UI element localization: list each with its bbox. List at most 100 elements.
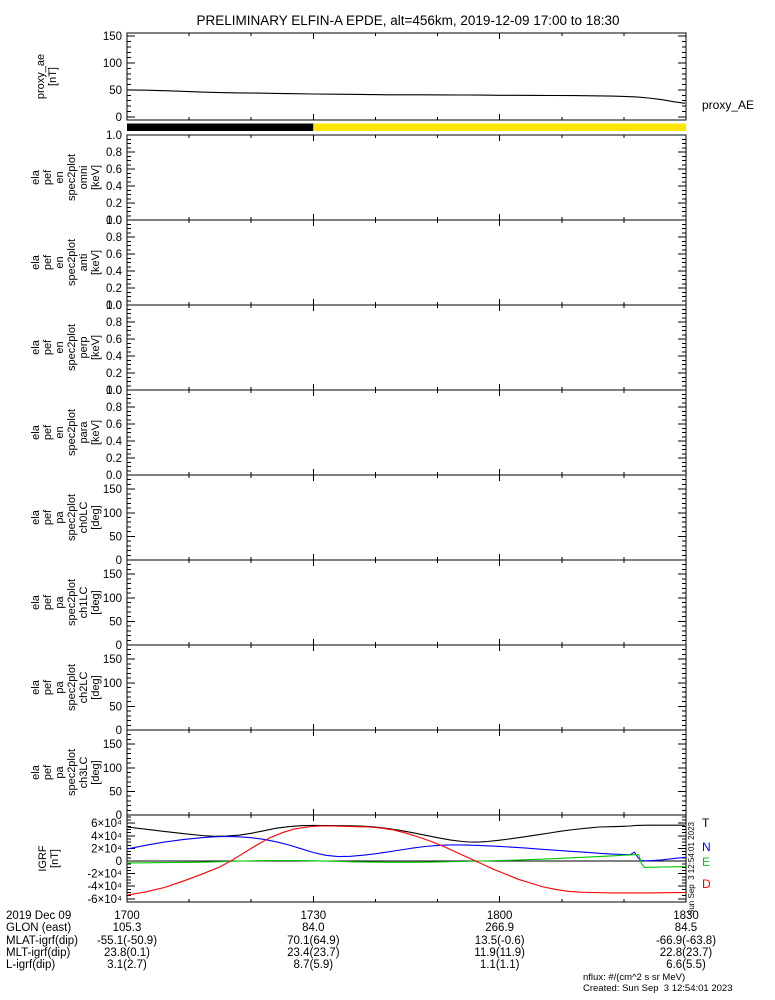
ytick-label: 150 bbox=[103, 31, 122, 43]
annotation-value: 11.9(11.9) bbox=[474, 946, 526, 959]
nflux-units-note: nflux: #/(cm^2 s sr MeV) bbox=[583, 972, 686, 983]
ylabel-line: ela bbox=[30, 509, 42, 525]
ylabel-line: ela bbox=[30, 339, 42, 355]
ytick-label: 1.0 bbox=[106, 130, 122, 142]
ytick-label: 0.6 bbox=[106, 334, 122, 346]
annotation-value: 3.1(2.7) bbox=[107, 959, 147, 972]
ytick-label: 50 bbox=[109, 701, 122, 713]
ytick-label: 0.2 bbox=[106, 453, 122, 465]
ylabel-line: [keV] bbox=[90, 420, 102, 445]
time-axis-column-1700: 1700 105.3 -55.1(-50.9) 23.8(0.1) 3.1(2.7) bbox=[52, 910, 202, 971]
ylabel-line: en bbox=[54, 256, 66, 268]
ylabel-line: spec2plot bbox=[66, 579, 78, 626]
annotation-value: 105.3 bbox=[112, 922, 142, 935]
annotation-value: 23.8(0.1) bbox=[103, 946, 151, 959]
series-proxy_AE bbox=[128, 89, 685, 104]
ytick-label: 0.4 bbox=[106, 436, 123, 448]
ylabel-line: pef bbox=[42, 509, 54, 525]
ylabel-line: [deg] bbox=[90, 505, 102, 529]
panel-ela-pef-en-spec2plot-perp: 0.0 0.2 0.4 0.6 0.8 1.0 ela pef en spec2plot perp[… bbox=[30, 300, 687, 397]
ylabel-line: para bbox=[78, 421, 90, 444]
panel-ela-pef-en-spec2plot-anti: 0.0 0.2 0.4 0.6 0.8 1.0 ela pef en spec2plot anti[… bbox=[30, 215, 687, 312]
annotation-value: 84.5 bbox=[674, 922, 698, 935]
ytick-label: 0.8 bbox=[106, 402, 122, 414]
ylabel-line: [keV] bbox=[90, 165, 102, 190]
annotation-value: -66.9(-63.8) bbox=[655, 934, 717, 947]
ytick-label: 50 bbox=[109, 85, 122, 97]
ytick-label: 150 bbox=[103, 484, 122, 496]
ylabel-line: pef bbox=[42, 254, 54, 270]
annotation-value: 1.1(1.1) bbox=[479, 959, 520, 972]
ytick-label: 0.4 bbox=[106, 266, 123, 278]
ytick-label: 0 bbox=[116, 112, 122, 124]
series-N bbox=[128, 835, 685, 862]
ytick-label: 0.6 bbox=[106, 249, 122, 261]
ytick-label: 0 bbox=[116, 725, 122, 737]
ytick-label: 2×10⁴ bbox=[91, 843, 122, 855]
ytick-label: 150 bbox=[103, 654, 122, 666]
ylabel-line: ch3LC bbox=[78, 757, 90, 789]
ylabel-line: omni bbox=[78, 166, 90, 190]
series-T bbox=[128, 824, 685, 843]
ylabel-line: en bbox=[54, 171, 66, 183]
ylabel-line: [keV] bbox=[90, 250, 102, 275]
axes-ela-pef-pa-spec2plot-ch3LC bbox=[126, 729, 687, 816]
annotation-value: 23.4(23.7) bbox=[287, 946, 340, 959]
ylabel-line: pa bbox=[54, 681, 66, 694]
series-D bbox=[128, 825, 685, 896]
ytick-label: 100 bbox=[103, 58, 122, 70]
ylabel-line: pef bbox=[42, 424, 54, 440]
ytick-label: 0.0 bbox=[106, 470, 122, 482]
axes-ela-pef-en-spec2plot-para bbox=[126, 389, 687, 476]
ytick-label: 0.0 bbox=[106, 300, 122, 312]
axes-ela-pef-pa-spec2plot-ch0LC bbox=[126, 474, 687, 561]
ytick-label: 100 bbox=[103, 593, 122, 605]
row-label-lshell: L-igrf(dip) bbox=[6, 959, 56, 972]
ylabel-line: pa bbox=[54, 596, 66, 609]
ylabel-line: perp bbox=[78, 336, 90, 358]
ytick-label: 1.0 bbox=[106, 215, 122, 227]
ytick-label: 0.8 bbox=[106, 232, 122, 244]
series-E bbox=[128, 854, 685, 868]
series-label-E: E bbox=[702, 855, 710, 869]
ylabel-line: pa bbox=[54, 766, 66, 779]
ytick-label: 0.2 bbox=[106, 368, 122, 380]
time-axis-column-1830: 1830 84.5 -66.9(-63.8) 22.8(23.7) 6.6(5.5) bbox=[611, 910, 761, 971]
ylabel-line: ela bbox=[30, 169, 42, 185]
annotation-value: 84.0 bbox=[302, 922, 325, 935]
axes-ela-pef-en-spec2plot-perp bbox=[126, 304, 687, 391]
series-label-T: T bbox=[702, 816, 710, 830]
time-tick-label: 1800 bbox=[486, 910, 513, 922]
ytick-label: 0.0 bbox=[106, 215, 122, 227]
ylabel-line: [nT] bbox=[49, 849, 61, 868]
ylabel-line: pef bbox=[42, 169, 54, 185]
panel-ela-pef-en-spec2plot-para: 0.0 0.2 0.4 0.6 0.8 1.0 ela pef en spec2plot para[… bbox=[30, 385, 687, 482]
panel-ela-pef-pa-spec2plot-ch3LC: 0 50 100 150 ela pef pa spec2plot ch3LC [deg] bbox=[30, 729, 687, 822]
ylabel-line: [nT] bbox=[47, 67, 59, 86]
annotation-value: 8.7(5.9) bbox=[293, 959, 334, 972]
panel-ela-pef-pa-spec2plot-ch0LC: 0 50 100 150 ela pef pa spec2plot ch0LC [deg] bbox=[30, 474, 687, 567]
ylabel-line: pef bbox=[42, 594, 54, 610]
ytick-label: 0 bbox=[116, 555, 122, 567]
ytick-label: 0.4 bbox=[106, 351, 123, 363]
ytick-label: 50 bbox=[109, 531, 122, 543]
ytick-label: -2×10⁴ bbox=[87, 869, 122, 881]
annotation-value: 70.1(64.9) bbox=[287, 934, 340, 947]
row-label-mlt: MLT-igrf(dip) bbox=[6, 946, 71, 959]
ytick-label: 4×10⁴ bbox=[91, 831, 122, 843]
ylabel-line: en bbox=[54, 341, 66, 353]
ytick-label: 1.0 bbox=[106, 385, 122, 397]
ytick-label: 150 bbox=[103, 569, 122, 581]
ytick-label: 1.0 bbox=[106, 300, 122, 312]
ytick-label: -4×10⁴ bbox=[87, 881, 122, 893]
ylabel-line: spec2plot bbox=[66, 664, 78, 711]
ylabel-line: [deg] bbox=[90, 590, 102, 614]
annotation-value: 6.6(5.5) bbox=[666, 959, 706, 972]
survey-bar-segment-1 bbox=[313, 123, 686, 131]
panel-ela-pef-pa-spec2plot-ch2LC: 0 50 100 150 ela pef pa spec2plot ch2LC [deg] bbox=[30, 644, 687, 737]
series-label-proxy_AE: proxy_AE bbox=[702, 98, 754, 112]
ylabel-line: ela bbox=[30, 424, 42, 440]
panel-survey-mode-bar bbox=[127, 123, 686, 131]
axes-proxy-ae bbox=[126, 32, 687, 121]
